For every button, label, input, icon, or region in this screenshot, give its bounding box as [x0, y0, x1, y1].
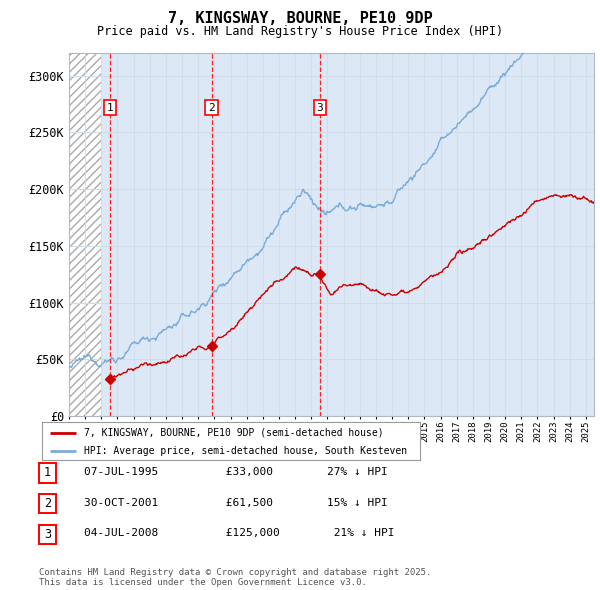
- Text: 1: 1: [106, 103, 113, 113]
- Text: 04-JUL-2008          £125,000        21% ↓ HPI: 04-JUL-2008 £125,000 21% ↓ HPI: [57, 529, 395, 538]
- Text: HPI: Average price, semi-detached house, South Kesteven: HPI: Average price, semi-detached house,…: [83, 445, 407, 455]
- Text: 07-JUL-1995          £33,000        27% ↓ HPI: 07-JUL-1995 £33,000 27% ↓ HPI: [57, 467, 388, 477]
- Text: 2: 2: [208, 103, 215, 113]
- Bar: [69, 53, 101, 416]
- Text: 1: 1: [44, 466, 51, 480]
- Text: 7, KINGSWAY, BOURNE, PE10 9DP (semi-detached house): 7, KINGSWAY, BOURNE, PE10 9DP (semi-deta…: [83, 428, 383, 438]
- Text: 30-OCT-2001          £61,500        15% ↓ HPI: 30-OCT-2001 £61,500 15% ↓ HPI: [57, 498, 388, 507]
- Text: Price paid vs. HM Land Registry's House Price Index (HPI): Price paid vs. HM Land Registry's House …: [97, 25, 503, 38]
- Text: 3: 3: [316, 103, 323, 113]
- Text: 7, KINGSWAY, BOURNE, PE10 9DP: 7, KINGSWAY, BOURNE, PE10 9DP: [167, 11, 433, 25]
- Text: Contains HM Land Registry data © Crown copyright and database right 2025.
This d: Contains HM Land Registry data © Crown c…: [39, 568, 431, 587]
- Text: 3: 3: [44, 527, 51, 541]
- Text: 2: 2: [44, 497, 51, 510]
